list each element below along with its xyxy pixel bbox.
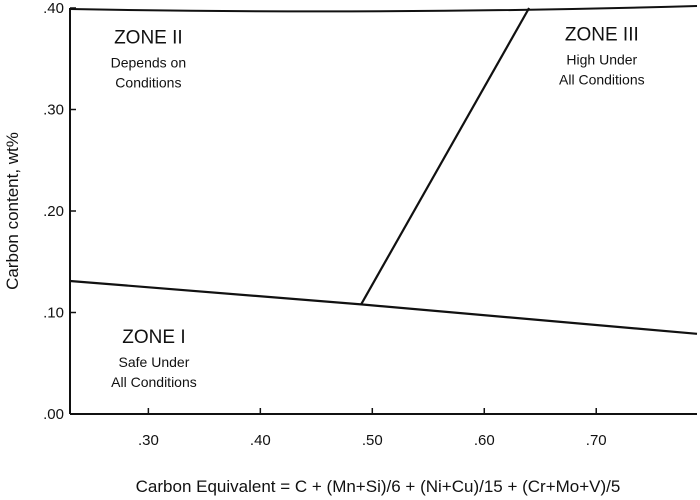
y-tick-label: .00 [43, 406, 64, 423]
zone-3-title: ZONE III [565, 24, 639, 45]
x-axis-label: Carbon Equivalent = C + (Mn+Si)/6 + (Ni+… [136, 477, 621, 496]
y-tick-label: .30 [43, 102, 64, 119]
zone-2-title: ZONE II [114, 28, 183, 49]
zone-1-annotation: ZONE I Safe Under All Conditions [111, 327, 197, 390]
zone-2-annotation: ZONE II Depends on Conditions [111, 28, 187, 91]
x-tick-label: .70 [586, 432, 607, 449]
zone-2-description: Depends on [111, 55, 187, 71]
top-border-line [69, 5, 698, 13]
x-tick-label: .60 [474, 432, 495, 449]
y-tick-label: .40 [43, 0, 64, 17]
zone-3-description: High Under [566, 51, 637, 67]
x-tick-label: .50 [362, 432, 383, 449]
y-tick-label: .20 [43, 203, 64, 220]
x-tick-label: .30 [138, 432, 159, 449]
zone-2-description: Conditions [115, 75, 181, 91]
zone-1-title: ZONE I [122, 327, 185, 348]
zone-divider-line [360, 7, 531, 305]
zone-1-description: All Conditions [111, 374, 197, 390]
zone-1-description: Safe Under [119, 354, 190, 370]
lower-boundary-line [69, 279, 698, 335]
x-tick-label: .40 [250, 432, 271, 449]
y-axis-label: Carbon content, wt% [3, 132, 22, 290]
zone-3-description: All Conditions [559, 71, 645, 87]
y-tick-label: .10 [43, 305, 64, 322]
zone-3-annotation: ZONE III High Under All Conditions [559, 24, 645, 87]
